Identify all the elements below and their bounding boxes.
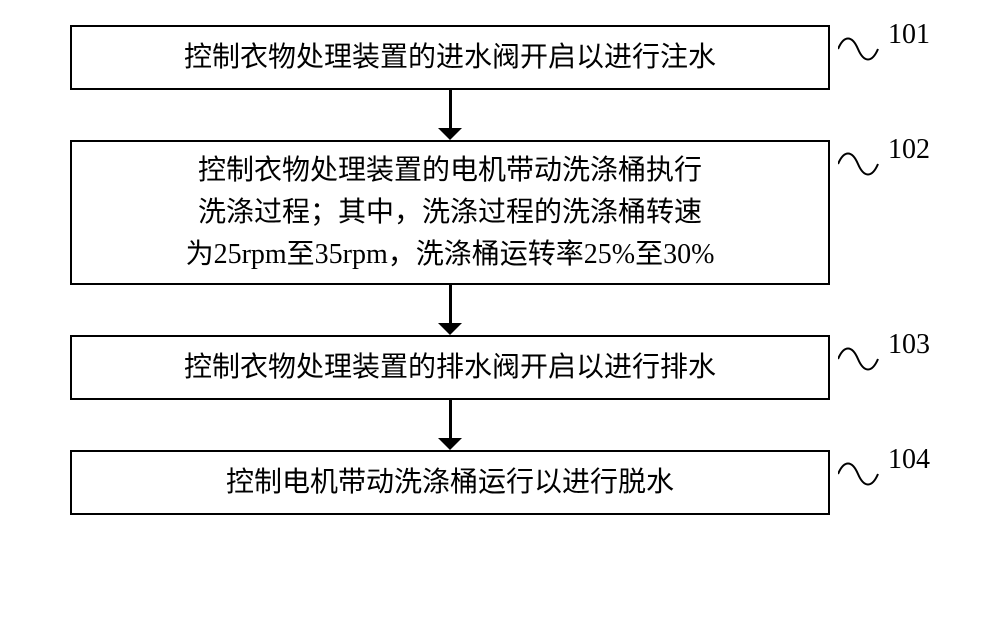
step-label-103: 103 <box>888 329 930 361</box>
arrow-head <box>438 128 462 140</box>
flow-step-102: 控制衣物处理装置的电机带动洗涤桶执行 洗涤过程；其中，洗涤过程的洗涤桶转速 为2… <box>70 140 830 285</box>
arrow-head <box>438 323 462 335</box>
flow-step-104: 控制电机带动洗涤桶运行以进行脱水 <box>70 450 830 515</box>
connector-squiggle <box>838 31 882 67</box>
flow-step-103: 控制衣物处理装置的排水阀开启以进行排水 <box>70 335 830 400</box>
connector-squiggle <box>838 456 882 492</box>
arrow-line <box>449 90 452 128</box>
step-label-104: 104 <box>888 444 930 476</box>
step-label-102: 102 <box>888 134 930 166</box>
flowchart-canvas: 控制衣物处理装置的进水阀开启以进行注水 101 控制衣物处理装置的电机带动洗涤桶执行… <box>0 0 1000 620</box>
arrow-head <box>438 438 462 450</box>
arrow-line <box>449 285 452 323</box>
connector-squiggle <box>838 341 882 377</box>
arrow-line <box>449 400 452 438</box>
step-label-101: 101 <box>888 19 930 51</box>
flow-step-101: 控制衣物处理装置的进水阀开启以进行注水 <box>70 25 830 90</box>
connector-squiggle <box>838 146 882 182</box>
